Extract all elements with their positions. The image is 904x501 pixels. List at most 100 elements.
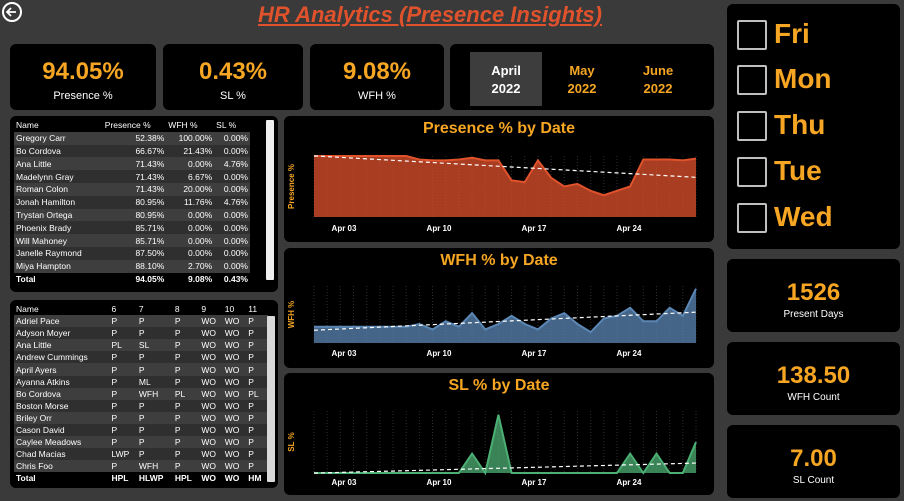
table-cell: PL [172, 387, 200, 400]
att-header-day-7[interactable]: 7 [138, 304, 144, 315]
employee-table-scrollbar[interactable] [266, 120, 274, 280]
att-header-day-11[interactable]: 11 [248, 304, 258, 315]
table-cell: 11.76% [166, 195, 215, 209]
table-row[interactable]: Bo Cordova 66.67% 21.43% 0.00% [14, 144, 250, 158]
table-cell: P [136, 411, 173, 424]
table-row[interactable]: Chad Macias LWP P P WO WO P [14, 448, 268, 461]
employee-summary-table: Name Presence % WFH % SL % Gregory Carr 5… [14, 119, 250, 286]
table-row[interactable]: Phoenix Brady 85.71% 0.00% 0.00% [14, 221, 250, 235]
table-row[interactable]: Gregory Carr 52.38% 100.00% 0.00% [14, 131, 250, 145]
table-cell: P [136, 399, 173, 412]
back-arrow-icon[interactable] [2, 2, 22, 22]
table-row[interactable]: Boston Morse P P P WO WO P [14, 399, 268, 412]
att-header-day-9[interactable]: 9 [201, 304, 207, 315]
table-cell: Ana Little [14, 157, 103, 171]
table-row[interactable]: Miya Hampton 88.10% 2.70% 0.00% [14, 259, 250, 273]
month-may-year: 2022 [567, 81, 597, 96]
table-row[interactable]: Jonah Hamilton 80.95% 11.76% 4.76% [14, 195, 250, 209]
table-cell: P [246, 460, 268, 473]
wfh-chart-title: WFH % by Date [440, 252, 558, 269]
attendance-total-row: Total HPL HLWP HPL WO WO HM [14, 472, 268, 485]
table-row[interactable]: Ayanna Atkins P ML P WO WO P [14, 375, 268, 388]
table-cell: WO [222, 399, 247, 412]
day-checkbox-thu[interactable] [737, 111, 767, 141]
table-cell: 0.00% [166, 221, 215, 235]
kpi-sl-card: 0.43% SL % [163, 44, 303, 110]
month-april-year: 2022 [491, 81, 521, 96]
table-cell: P [246, 363, 268, 376]
wfh-count-value: 138.50 [776, 362, 851, 389]
att-header-day-10[interactable]: 10 [224, 304, 235, 315]
table-cell: WO [199, 411, 223, 424]
table-row[interactable]: Cason David P P P WO WO P [14, 423, 268, 437]
table-cell: WO [222, 387, 247, 400]
table-cell: 0.00% [214, 170, 250, 183]
table-row[interactable]: Will Mahoney 85.71% 0.00% 0.00% [14, 234, 250, 247]
month-may[interactable]: May 2022 [546, 52, 618, 106]
x-tick-label: Apr 03 [332, 478, 357, 487]
table-row[interactable]: Adyson Moyer P P P WO WO P [14, 327, 268, 340]
table-row[interactable]: Janelle Raymond 87.50% 0.00% 0.00% [14, 246, 250, 260]
attendance-table-scrollbar[interactable] [267, 316, 275, 482]
present-days-card: 1526 Present Days [727, 259, 900, 332]
month-june[interactable]: June 2022 [622, 52, 694, 106]
table-row[interactable]: Madelynn Gray 71.43% 6.67% 0.00% [14, 170, 250, 183]
table-row[interactable]: Bo Cordova P WFH PL WO WO PL [14, 387, 268, 400]
table-cell: WFH [136, 387, 173, 400]
employee-summary-table-card: Name Presence % WFH % SL % Gregory Carr 5… [10, 116, 278, 292]
att-total-8: HPL [172, 472, 200, 485]
table-row[interactable]: Caylee Meadows P P P WO WO P [14, 436, 268, 449]
table-cell: 4.76% [214, 195, 250, 209]
table-cell: P [172, 423, 200, 437]
att-header-day-6[interactable]: 6 [111, 304, 117, 315]
table-cell: Andrew Cummings [14, 351, 110, 364]
month-april[interactable]: April 2022 [470, 52, 542, 106]
table-row[interactable]: Trystan Ortega 80.95% 0.00% 0.00% [14, 208, 250, 222]
table-cell: P [246, 351, 268, 364]
table-row[interactable]: April Ayers P P P WO WO P [14, 363, 268, 376]
table-cell: P [172, 315, 200, 328]
col-header-sl[interactable]: SL % [216, 120, 237, 131]
table-cell: 4.76% [214, 157, 250, 171]
table-cell: LWP [109, 448, 137, 461]
table-row[interactable]: Roman Colon 71.43% 20.00% 0.00% [14, 182, 250, 196]
table-cell: 85.71% [102, 234, 167, 247]
table-cell: WO [199, 351, 223, 364]
day-checkbox-fri[interactable] [737, 20, 767, 50]
day-checkbox-wed[interactable] [737, 203, 767, 233]
table-cell: WO [199, 375, 223, 388]
table-row[interactable]: Adriel Pace P P P WO WO P [14, 315, 268, 328]
table-cell: Ayanna Atkins [14, 375, 110, 388]
present-days-label: Present Days [783, 309, 844, 320]
att-header-day-8[interactable]: 8 [174, 304, 180, 315]
att-header-name[interactable]: Name [16, 304, 39, 315]
col-header-presence[interactable]: Presence % [104, 120, 151, 131]
month-slicer: April 2022 May 2022 June 2022 [450, 44, 714, 110]
table-cell: 0.00% [214, 246, 250, 260]
day-checkbox-tue[interactable] [737, 157, 767, 187]
wfh-count-label: WFH Count [787, 392, 840, 403]
table-row[interactable]: Ana Little 71.43% 0.00% 4.76% [14, 157, 250, 171]
day-label-thu: Thu [774, 109, 826, 140]
col-header-wfh[interactable]: WFH % [168, 120, 198, 131]
area-fill [314, 156, 696, 217]
table-cell: Ana Little [14, 339, 110, 352]
table-row[interactable]: Briley Orr P P P WO WO P [14, 411, 268, 424]
day-checkbox-mon[interactable] [737, 65, 767, 95]
table-cell: P [172, 327, 200, 340]
table-cell: P [246, 375, 268, 388]
table-cell: Chris Foo [14, 460, 110, 473]
table-cell: P [109, 423, 137, 437]
table-cell: Gregory Carr [14, 131, 103, 145]
area-fill [314, 288, 696, 343]
table-cell: 6.67% [166, 170, 215, 183]
table-cell: 0.00% [166, 208, 215, 222]
att-total-6: HPL [109, 472, 137, 485]
table-row[interactable]: Chris Foo P WFH P WO WO P [14, 460, 268, 473]
table-row[interactable]: Ana Little PL SL P WO WO P [14, 339, 268, 352]
table-cell: P [109, 363, 137, 376]
table-cell: Madelynn Gray [14, 170, 103, 183]
table-row[interactable]: Andrew Cummings P P P WO WO P [14, 351, 268, 364]
col-header-name[interactable]: Name [16, 120, 39, 131]
table-cell: P [172, 363, 200, 376]
